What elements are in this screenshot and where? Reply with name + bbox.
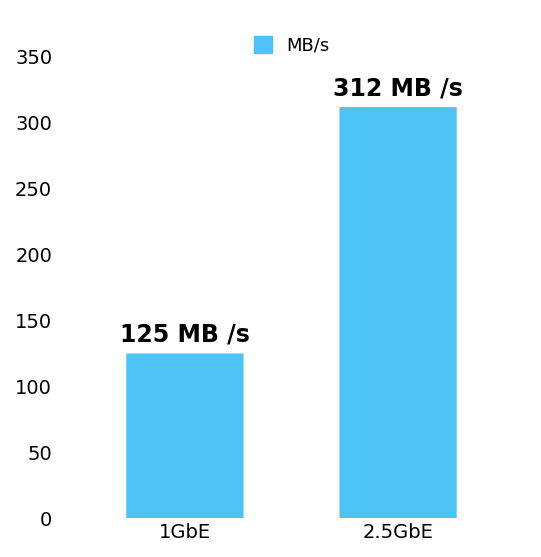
FancyBboxPatch shape (126, 354, 243, 518)
Legend: MB/s: MB/s (246, 29, 337, 62)
Text: 312 MB /s: 312 MB /s (333, 76, 463, 100)
Text: 125 MB /s: 125 MB /s (120, 323, 250, 347)
FancyBboxPatch shape (339, 107, 457, 518)
